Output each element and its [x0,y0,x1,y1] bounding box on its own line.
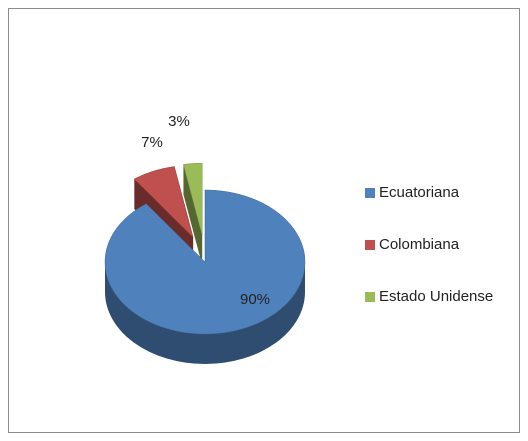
legend-swatch [365,240,375,250]
legend-label: Ecuatoriana [379,184,460,201]
legend-label: Estado Unidense [379,288,493,305]
data-label: 7% [141,134,163,151]
slice [183,162,203,236]
data-label: 90% [240,291,270,308]
legend-swatch [365,292,375,302]
slice [104,189,306,335]
slice-wall [105,262,305,364]
data-label: 3% [168,113,190,130]
legend-label: Colombiana [379,236,460,253]
legend-swatch [365,188,375,198]
slice [133,166,194,239]
slice-side [183,164,203,266]
